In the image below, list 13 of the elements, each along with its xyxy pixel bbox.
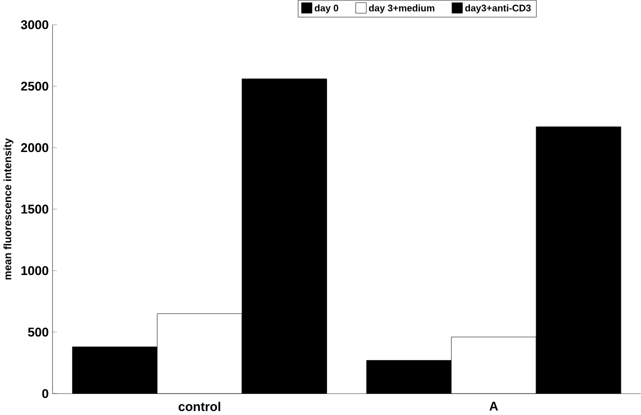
x-tick-label: A (489, 402, 498, 411)
legend-label: day3+anti-CD3 (465, 4, 531, 14)
y-tick-label: 0 (42, 389, 48, 398)
y-tick-label: 1500 (21, 204, 48, 214)
y-tick-label: 2000 (21, 143, 48, 152)
y-axis-title: mean fluorescence intensity (4, 138, 14, 280)
y-tick-label: 2500 (21, 82, 48, 91)
legend-label: day 0 (314, 4, 338, 14)
y-tick-label: 500 (28, 328, 48, 337)
y-tick-label: 1000 (21, 266, 48, 276)
x-tick-label: control (178, 402, 220, 412)
y-tick-label: 3000 (20, 20, 48, 30)
legend-label: day 3+medium (368, 4, 434, 14)
